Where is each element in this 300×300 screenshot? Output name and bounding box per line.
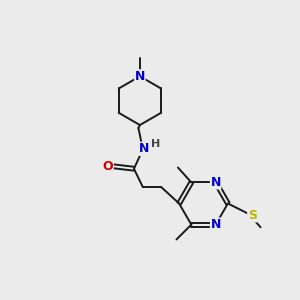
- Text: N: N: [211, 218, 221, 231]
- Text: O: O: [103, 160, 113, 173]
- Text: N: N: [139, 142, 149, 155]
- Text: S: S: [248, 209, 257, 222]
- Text: H: H: [151, 139, 160, 149]
- Text: N: N: [135, 70, 145, 83]
- Text: N: N: [211, 176, 221, 189]
